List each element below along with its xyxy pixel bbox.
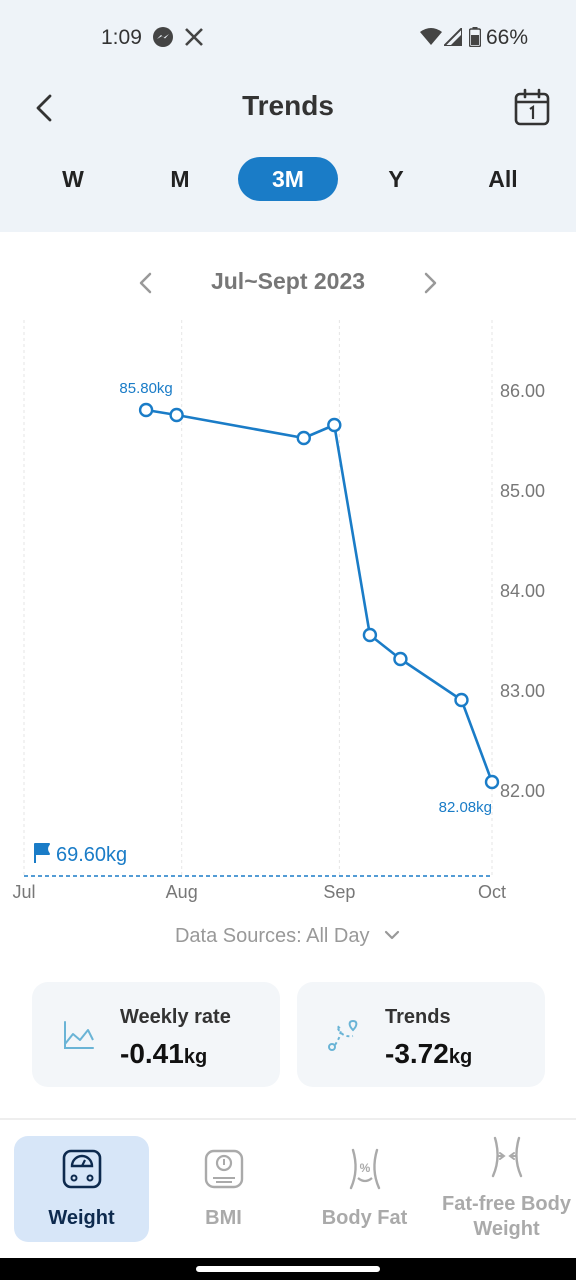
y-tick-label: 84.00 [500, 581, 545, 601]
divider [0, 1118, 576, 1120]
status-bar: 1:09 66% [0, 24, 576, 52]
system-navigation-bar [0, 1258, 576, 1280]
tab-three-months[interactable]: 3M [238, 157, 338, 201]
line-chart-icon [64, 1021, 94, 1049]
chevron-down-icon [384, 930, 400, 940]
trends-label: Trends [385, 1006, 451, 1028]
bmi-scale-icon [204, 1149, 243, 1189]
nav-weight[interactable]: Weight [14, 1136, 149, 1242]
weekly-rate-value: -0.41kg [120, 1038, 208, 1069]
tab-all[interactable]: All [488, 166, 518, 192]
header: Trends [0, 86, 576, 130]
max-value-label: 85.80kg [119, 380, 172, 397]
status-time: 1:09 [101, 26, 142, 49]
data-point [296, 430, 311, 446]
body-fat-icon: % [349, 1148, 380, 1190]
x-tick-label: Aug [166, 882, 198, 902]
svg-text:%: % [359, 1161, 370, 1175]
calendar-icon[interactable] [512, 88, 552, 128]
nav-bmi-label: BMI [205, 1207, 242, 1229]
battery-percent: 66% [486, 26, 529, 49]
x-tick-label: Sep [323, 882, 355, 902]
flag-icon [34, 843, 50, 863]
series-line [145, 408, 494, 783]
signal-icon [444, 28, 462, 46]
data-point [327, 417, 342, 433]
date-range-label: Jul~Sept 2023 [210, 268, 366, 294]
tab-year[interactable]: Y [388, 166, 404, 192]
tab-month[interactable]: M [170, 166, 190, 192]
weekly-rate-label: Weekly rate [120, 1006, 231, 1028]
bottom-navigation: Weight BMI % Body Fat Fat-free Body Weig… [0, 1122, 576, 1258]
period-tabs: W M 3M Y All [0, 157, 576, 201]
data-sources-dropdown[interactable]: Data Sources: All Day [0, 925, 576, 948]
y-tick-label: 85.00 [500, 481, 545, 501]
y-tick-label: 86.00 [500, 381, 545, 401]
min-value-label: 82.08kg [439, 799, 492, 816]
fat-free-icon [491, 1136, 522, 1178]
data-point [454, 692, 469, 708]
trend-icon [328, 1019, 358, 1051]
date-range-selector: Jul~Sept 2023 [0, 262, 576, 302]
previous-range-icon[interactable] [132, 268, 160, 298]
scale-icon [62, 1149, 101, 1189]
nav-fat-free-body-weight[interactable]: Fat-free Body Weight [439, 1136, 574, 1242]
tab-week[interactable]: W [62, 166, 84, 192]
nav-body-fat[interactable]: % Body Fat [297, 1136, 432, 1242]
goal-label: 69.60kg [56, 844, 127, 866]
weight-trend-chart: Jul Aug Sep Oct 86.00 85.00 84.00 83.00 82.00 69.… [12, 320, 545, 902]
home-indicator[interactable] [196, 1266, 380, 1272]
y-tick-label: 83.00 [500, 681, 545, 701]
data-point [362, 627, 378, 643]
data-sources-label: Data Sources: All Day [174, 925, 370, 947]
weekly-rate-card[interactable]: Weekly rate -0.41kg [32, 982, 280, 1087]
x-app-icon [185, 28, 203, 46]
data-point [484, 774, 500, 790]
trends-value: -3.72kg [385, 1038, 473, 1069]
data-point [169, 407, 184, 423]
trends-card[interactable]: Trends -3.72kg [297, 982, 545, 1087]
nav-bmi[interactable]: BMI [156, 1136, 291, 1242]
next-range-icon[interactable] [416, 268, 444, 298]
y-tick-label: 82.00 [500, 781, 545, 801]
back-arrow-icon[interactable] [30, 90, 60, 126]
x-tick-label: Jul [12, 882, 35, 902]
nav-body-fat-label: Body Fat [321, 1207, 408, 1229]
wifi-icon [420, 28, 442, 45]
page-title: Trends [242, 90, 334, 121]
nav-weight-label: Weight [48, 1207, 115, 1229]
messenger-icon [153, 27, 173, 47]
battery-icon [469, 27, 481, 47]
x-tick-label: Oct [478, 882, 506, 902]
nav-fat-free-label: Fat-free Body Weight [442, 1193, 571, 1240]
data-point [138, 402, 154, 418]
data-point [393, 651, 408, 667]
